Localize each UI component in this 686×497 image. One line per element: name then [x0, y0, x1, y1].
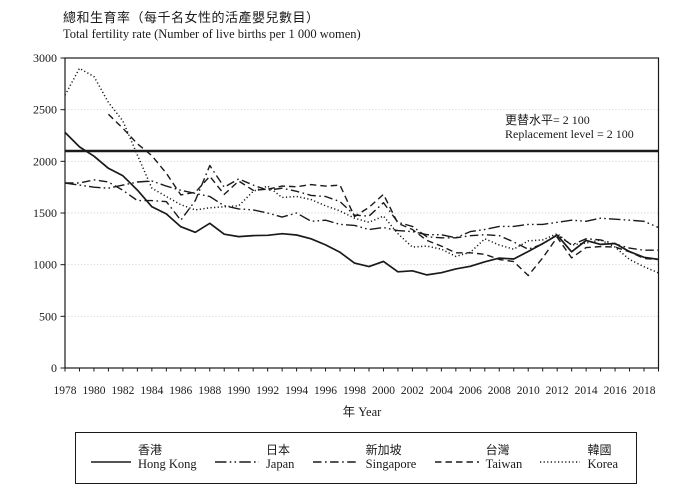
x-tick-label: 2004: [430, 385, 453, 397]
x-tick-label: 2010: [517, 385, 540, 397]
legend-label-singapore-zh: 新加坡: [365, 443, 402, 457]
replacement-level-label-en: Replacement level = 2 100: [505, 127, 634, 141]
x-tick-label: 2018: [633, 385, 656, 397]
x-tick-label: 1988: [198, 385, 221, 397]
chart-title-chinese: 總和生育率（每千名女性的活產嬰兒數目）: [63, 10, 320, 25]
series-line-japan: [64, 180, 659, 239]
y-tick-label: 0: [51, 361, 57, 375]
x-tick-label: 1994: [285, 385, 308, 397]
x-tick-label: 1998: [343, 385, 366, 397]
fertility-line-chart: 0 500 1000 1500 2000 2500 3000 1978 1980 1982 1984…: [33, 51, 660, 397]
korea-line-sample-icon: [540, 461, 581, 463]
plot-border: [64, 57, 660, 369]
legend-label-korea-zh: 韓國: [587, 443, 612, 457]
x-tick-label: 2014: [575, 385, 598, 397]
chart-title-english: Total fertility rate (Number of live bir…: [63, 27, 361, 41]
legend-label-taiwan-en: Taiwan: [485, 457, 523, 471]
replacement-level-annotation: 更替水平= 2 100 Replacement level = 2 100: [505, 113, 634, 141]
series-line-singapore: [65, 164, 659, 251]
y-tick-label: 1000: [33, 258, 57, 272]
legend-item-hong-kong: 香港 Hong Kong: [90, 444, 197, 472]
x-tick-label: 1996: [314, 385, 337, 397]
series-line-korea: [64, 67, 659, 274]
legend-label-hong-kong-zh: 香港: [138, 443, 163, 457]
series-line-hong-kong: [64, 131, 659, 276]
legend-label-taiwan-zh: 台灣: [485, 443, 510, 457]
x-tick-label: 2012: [546, 385, 569, 397]
legend-label-hong-kong-en: Hong Kong: [138, 457, 197, 471]
japan-line-sample-icon: [214, 461, 259, 463]
y-tick-label: 500: [39, 309, 57, 323]
x-tick-label: 1990: [227, 385, 250, 397]
x-tick-label: 2006: [459, 385, 482, 397]
y-tick-label: 3000: [33, 51, 57, 65]
legend-label-japan-zh: 日本: [265, 443, 290, 457]
chart-legend: 香港 Hong Kong 日本 Japan 新加坡 Singapore 台灣 T…: [75, 432, 637, 484]
hong-kong-line-sample-icon: [91, 461, 131, 463]
legend-label-korea-en: Korea: [587, 457, 618, 471]
x-tick-label: 1986: [169, 385, 192, 397]
x-tick-label: 2008: [488, 385, 511, 397]
y-tick-label: 2000: [33, 154, 57, 168]
legend-label-singapore-en: Singapore: [365, 457, 417, 471]
legend-label-japan-en: Japan: [265, 457, 295, 471]
taiwan-line-sample-icon: [434, 461, 479, 463]
x-tick-label: 1992: [256, 385, 279, 397]
legend-item-singapore: 新加坡 Singapore: [312, 443, 417, 472]
legend-item-korea: 韓國 Korea: [539, 444, 618, 472]
x-tick-label: 1984: [140, 385, 163, 397]
x-tick-label: 2002: [401, 385, 424, 397]
singapore-line-sample-icon: [312, 461, 359, 463]
x-tick-label: 1980: [82, 385, 105, 397]
x-tick-label: 1978: [54, 385, 77, 397]
legend-item-taiwan: 台灣 Taiwan: [434, 443, 523, 472]
x-tick-label: 2016: [604, 385, 627, 397]
y-tick-label: 2500: [33, 103, 57, 117]
series-line-taiwan: [107, 113, 659, 277]
replacement-level-label-zh: 更替水平= 2 100: [505, 113, 590, 127]
x-tick-label: 2000: [372, 385, 395, 397]
x-tick-label: 1982: [111, 385, 134, 397]
y-tick-label: 1500: [33, 206, 57, 220]
x-axis-title: 年 Year: [342, 405, 382, 419]
legend-item-japan: 日本 Japan: [214, 444, 294, 472]
